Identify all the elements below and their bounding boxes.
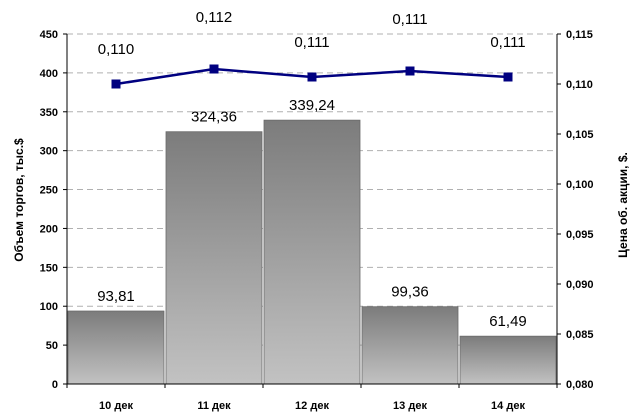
y-tick-label: 450 xyxy=(40,29,58,41)
y2-tick-label: 0,100 xyxy=(566,179,594,191)
y-tick-label: 200 xyxy=(40,223,58,235)
y2-axis-label: Цена об. акции, $. xyxy=(616,152,630,258)
y-axis-label: Объем торгов, тыс.$ xyxy=(12,138,26,262)
price-point xyxy=(503,72,513,82)
data-labels: 93,81 324,36 339,24 99,36 61,49 0,110 0,112 0,1… xyxy=(97,9,527,330)
y2-tick-label: 0,085 xyxy=(566,329,594,341)
x-tick-label: 14 дек xyxy=(491,400,525,412)
volume-bar xyxy=(67,310,165,385)
y-tick-label: 50 xyxy=(46,340,58,352)
price-value-label: 0,110 xyxy=(98,41,134,58)
price-point xyxy=(209,64,219,74)
bar-value-label: 99,36 xyxy=(391,284,429,301)
y-tick-label: 400 xyxy=(40,68,58,80)
y2-tick-label: 0,115 xyxy=(566,29,593,41)
y2-tick-label: 0,105 xyxy=(566,129,594,141)
x-tick-label: 10 дек xyxy=(99,400,133,412)
y-tick-label: 300 xyxy=(40,146,58,158)
y2-tick-label: 0,095 xyxy=(566,229,594,241)
axes: 0 50 100 150 200 250 300 350 400 450 0,080 0,085 0,0… xyxy=(40,29,594,412)
price-point xyxy=(307,72,317,82)
bar-value-label: 61,49 xyxy=(489,313,527,330)
x-tick-label: 11 дек xyxy=(197,400,231,412)
volume-bar xyxy=(459,335,557,385)
y-tick-label: 100 xyxy=(40,301,58,313)
y2-tick-label: 0,080 xyxy=(566,379,594,391)
y-tick-label: 250 xyxy=(40,185,58,197)
bar-value-label: 93,81 xyxy=(97,288,135,305)
y-tick-label: 350 xyxy=(40,107,58,119)
price-point xyxy=(405,66,415,76)
volume-bar xyxy=(361,306,459,385)
volume-bar xyxy=(165,131,263,385)
x-tick-label: 12 дек xyxy=(295,400,329,412)
y2-tick-label: 0,110 xyxy=(566,79,593,91)
price-value-label: 0,112 xyxy=(196,9,232,26)
bar-value-label: 339,24 xyxy=(289,97,335,114)
price-value-label: 0,111 xyxy=(294,34,329,51)
y-tick-label: 0 xyxy=(52,379,58,391)
bar-value-label: 324,36 xyxy=(191,109,237,126)
volume-bars xyxy=(67,119,557,385)
volume-bar xyxy=(263,119,361,385)
price-value-label: 0,111 xyxy=(490,34,525,51)
price-value-label: 0,111 xyxy=(392,11,427,28)
x-tick-label: 13 дек xyxy=(393,400,427,412)
price-line xyxy=(111,64,513,89)
price-point xyxy=(111,79,121,89)
y-tick-label: 150 xyxy=(40,262,58,274)
y2-tick-label: 0,090 xyxy=(566,279,594,291)
